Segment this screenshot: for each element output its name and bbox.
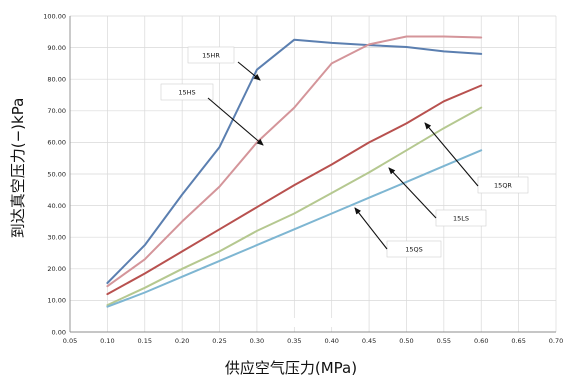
x-axis-title: 供应空气压力(MPa) [225, 359, 357, 377]
series-line-15qr [106, 84, 483, 296]
callout-label: 15LS [453, 214, 469, 222]
x-tick-label: 0.05 [63, 337, 77, 345]
callout-arrow [207, 97, 264, 146]
x-tick-label: 0.15 [138, 337, 152, 345]
blank-patch [268, 318, 344, 327]
callouts: 15HR 15HS 15QR 15LS 15QS [160, 46, 529, 258]
y-tick-label: 90.00 [47, 44, 66, 52]
x-tick-label: 0.60 [474, 337, 488, 345]
x-tick-label: 0.25 [212, 337, 226, 345]
y-tick-label: 10.00 [47, 297, 66, 305]
series-line-15hr [106, 38, 483, 284]
y-tick-label: 100.00 [43, 12, 66, 20]
series-line-15hs [106, 35, 483, 288]
callout-arrow [237, 61, 261, 81]
series-line-15ls [106, 106, 483, 307]
x-tick-label: 0.65 [511, 337, 525, 345]
x-tick-label: 0.10 [100, 337, 114, 345]
x-tick-label: 0.20 [175, 337, 189, 345]
y-tick-label: 70.00 [47, 107, 66, 115]
callout-box [477, 176, 529, 194]
x-tick-label: 0.70 [549, 337, 563, 345]
callout-15qr: 15QR [424, 122, 529, 194]
callout-arrow [424, 122, 479, 187]
callout-label: 15HS [178, 88, 195, 96]
y-tick-label: 20.00 [47, 265, 66, 273]
axes [69, 16, 556, 333]
y-axis-title: 到达真空压力(−)kPa [9, 98, 27, 239]
callout-box [160, 83, 214, 101]
callout-arrow [354, 207, 388, 250]
x-tick-label: 0.30 [250, 337, 264, 345]
x-tick-labels: 0.05 0.10 0.15 0.20 0.25 0.30 0.35 0.40 0.45 0.50… [63, 337, 563, 345]
callout-15ls: 15LS [388, 167, 487, 227]
callout-15hs: 15HS [160, 83, 264, 146]
series-lines [106, 35, 483, 308]
callout-arrow [388, 167, 437, 219]
callout-box [187, 46, 235, 64]
y-tick-label: 30.00 [47, 234, 66, 242]
callout-15qs: 15QS [354, 207, 442, 258]
callout-15hr: 15HR [187, 46, 261, 81]
x-tick-label: 0.40 [324, 337, 338, 345]
series-line-15qs [106, 149, 483, 308]
callout-label: 15QS [405, 245, 423, 253]
x-tick-label: 0.35 [287, 337, 301, 345]
y-tick-label: 0.00 [52, 328, 66, 336]
x-tick-label: 0.55 [437, 337, 451, 345]
y-tick-labels: 0.00 10.00 20.00 30.00 40.00 50.00 60.00 70.00 8… [43, 12, 66, 336]
y-tick-label: 40.00 [47, 202, 66, 210]
callout-label: 15QR [494, 181, 512, 189]
x-tick-label: 0.50 [399, 337, 413, 345]
callout-label: 15HR [202, 51, 220, 59]
x-tick-label: 0.45 [362, 337, 376, 345]
y-tick-label: 80.00 [47, 76, 66, 84]
y-tick-label: 60.00 [47, 139, 66, 147]
y-tick-label: 50.00 [47, 170, 66, 178]
